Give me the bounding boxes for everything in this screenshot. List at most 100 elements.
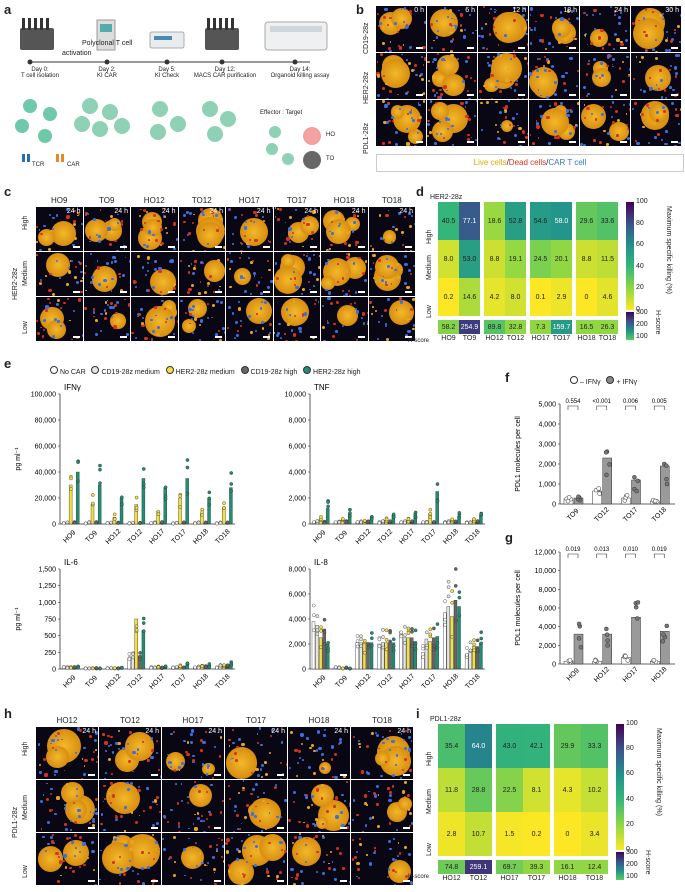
e-dot-0-6-4-2 (207, 496, 212, 501)
f-dot-3-1-2 (664, 481, 670, 487)
e-dot-3-0-4-1 (326, 640, 330, 645)
e-cat-3-3: TO12 (377, 673, 394, 690)
e-cat-2-5: TO17 (171, 673, 188, 690)
e-dot-1-0-3-2 (322, 520, 327, 525)
e-tick-0-1: 80,000 (35, 418, 57, 425)
c-tile-2-7 (368, 297, 415, 341)
c-tile-0-2: 24 h (131, 207, 178, 251)
i-cell-0-1: 64.0 (465, 724, 492, 768)
h-col-TO17: TO17 (246, 716, 266, 725)
e-dot-2-6-3-2 (203, 665, 208, 669)
e-dot-3-5-3-2 (432, 626, 436, 631)
e-dot-3-4-3-1 (410, 627, 414, 631)
e-dot-3-0-3-0 (322, 617, 327, 622)
e-cat-1-2: HO12 (355, 528, 373, 546)
f-ylabel: PDL1 molecules per cell (515, 416, 522, 492)
d-cell-2-1: 14.6 (459, 278, 480, 316)
step-day2: Day 2: KI CAR (82, 67, 132, 79)
e-bar-0-3-2 (134, 504, 138, 525)
e-dot-3-1-0-2 (333, 665, 338, 670)
c-tile-2-7-scalebar (405, 336, 412, 338)
i-cell-2-5: 3.4 (581, 812, 608, 856)
e-dot-2-7-1-2 (218, 663, 223, 668)
d-cb-tick-20: 20 (636, 284, 644, 292)
e-tick-3-2: 4,000 (288, 617, 306, 624)
e-dot-3-0-3-1 (322, 630, 327, 634)
c-tile-2-6-scalebar (357, 336, 365, 338)
d-hscore-3: 32.8 (505, 320, 526, 334)
e-bar-3-0-2 (318, 637, 323, 670)
e-bar-1-5-4 (435, 491, 439, 525)
e-dot-1-3-3-2 (388, 519, 392, 523)
e-dot-2-0-0-2 (61, 665, 66, 669)
e-dot-2-2-2-2 (112, 666, 117, 670)
g-dot-1-1-0 (604, 626, 609, 632)
h-tile-0-1-scalebar (151, 774, 158, 776)
e-dot-3-3-2-0 (384, 628, 389, 633)
f-dot-3-1-1 (664, 476, 669, 482)
e-cat-3-6: HO18 (442, 673, 460, 691)
e-dot-3-7-0-2 (465, 652, 469, 657)
b-tile-0-2: 12 h (478, 6, 528, 52)
f-legend-plus: + IFNγ (616, 379, 638, 386)
e-dot-3-7-4-1 (479, 641, 484, 646)
d-cell-0-7: 33.6 (597, 202, 618, 240)
e-tick-3-0: 8,000 (288, 567, 306, 574)
e-dot-3-4-4-1 (413, 647, 418, 652)
e-dot-3-4-2-2 (406, 626, 411, 631)
e-dot-3-4-2-1 (406, 631, 411, 635)
c-tile-2-3 (178, 297, 225, 341)
e-dot-0-1-2-1 (91, 493, 95, 497)
e-cat-2-1: TO9 (85, 675, 100, 690)
f-bracket-0 (567, 405, 579, 410)
d-cb-tick-40: 40 (636, 262, 644, 270)
e-dot-0-5-4-1 (185, 458, 190, 462)
d-cell-1-7: 11.5 (597, 240, 618, 278)
g-dot-2-1-0 (633, 604, 639, 610)
e-dot-3-7-3-1 (475, 638, 480, 643)
i-hscore-2: 69.7 (496, 860, 523, 874)
e-bar-3-6-2 (450, 616, 454, 670)
e-bar-3-4-4 (413, 641, 417, 670)
e-bar-3-4-3 (410, 637, 414, 670)
e-dot-1-7-2-2 (472, 517, 476, 522)
e-dot-2-3-4-1 (141, 621, 146, 625)
i-hscore-4: 16.1 (554, 860, 581, 874)
c-tile-1-5-scalebar (310, 291, 317, 293)
e-dot-3-4-0-1 (399, 634, 404, 639)
e-bar-0-1-2 (90, 504, 95, 525)
e-dot-2-3-0-2 (127, 657, 132, 661)
e-dot-3-6-4-1 (457, 595, 462, 600)
e-dot-1-3-0-2 (377, 521, 382, 525)
i-hb-tick-300: 300 (626, 849, 638, 856)
e-dot-3-7-2-1 (472, 642, 476, 647)
h-tile-2-1-scalebar (151, 880, 158, 882)
e-dot-0-3-3-2 (138, 521, 142, 525)
f-pval-3: 0.005 (652, 399, 668, 405)
e-dot-1-6-0-2 (443, 521, 447, 525)
f-cat-2: TO17 (622, 506, 639, 523)
f-dot-1-1-2 (603, 450, 609, 455)
e-dot-0-5-2-1 (178, 494, 183, 498)
i-cb-tick-60: 60 (626, 770, 634, 778)
b-tile-2-3-scalebar (569, 141, 576, 143)
g-dot-1-0-3 (592, 658, 598, 663)
c-tile-0-0-time: 24 h (66, 208, 81, 215)
panel-b-timelapse: 0 h 6 h 12 h 18 h 24 h 30 h (368, 6, 684, 166)
d-cell-2-4: 0.1 (530, 278, 551, 316)
e-dot-3-7-3-2 (475, 648, 480, 652)
g-dot-0-1-3 (576, 621, 582, 627)
e-dot-0-5-4-0 (185, 465, 190, 470)
e-cat-1-1: TO9 (335, 530, 350, 545)
step-day14-label: Organoid killing assay (270, 73, 330, 79)
h-tile-2-1 (99, 833, 161, 885)
h-tile-1-0-scalebar (88, 827, 95, 829)
d-hb-label: H-score (654, 310, 661, 335)
e-bar-0-1-4 (97, 484, 102, 525)
e-dot-0-5-1-2 (174, 521, 179, 525)
c-tile-0-7-time: 24 h (399, 208, 413, 215)
e-dot-3-2-0-0 (355, 634, 360, 638)
e-dot-3-6-2-1 (450, 634, 454, 639)
e-dot-3-2-2-2 (362, 650, 367, 655)
t-cells-illustration (15, 98, 294, 165)
